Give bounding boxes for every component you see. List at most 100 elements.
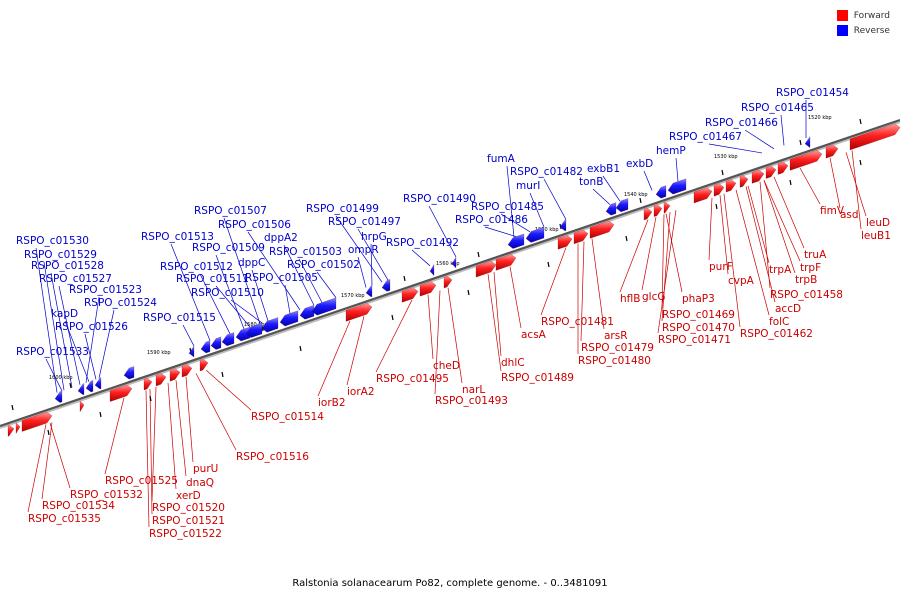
gene-arrow[interactable] [299,305,315,320]
gene-arrow[interactable] [765,165,777,179]
gene-arrow[interactable] [495,254,517,271]
gene-arrow[interactable] [804,136,811,148]
gene-arrow[interactable] [557,235,573,250]
gene-label-ched[interactable]: cheD [433,360,460,372]
gene-arrow[interactable] [85,380,94,393]
gene-arrow[interactable] [143,377,153,391]
gene-label-rspo-c01507[interactable]: RSPO_c01507 [194,205,267,217]
gene-label-rspo-c01530[interactable]: RSPO_c01530 [16,235,89,247]
gene-arrow[interactable] [475,260,497,278]
gene-label-tonb[interactable]: tonB [579,176,603,188]
gene-label-rspo-c01503[interactable]: RSPO_c01503 [269,246,342,258]
gene-label-rspo-c01466[interactable]: RSPO_c01466 [705,117,778,129]
gene-arrow[interactable] [381,279,391,292]
gene-label-dnaq[interactable]: dnaQ [186,477,214,489]
gene-label-hflb[interactable]: hflB [620,293,640,305]
gene-arrow[interactable] [54,390,63,403]
gene-arrow[interactable] [725,179,737,193]
gene-label-fuma[interactable]: fumA [487,153,516,165]
gene-arrow[interactable] [429,264,435,276]
gene-label-accd[interactable]: accD [775,303,801,315]
gene-label-dppc[interactable]: dppC [238,257,265,269]
gene-label-rspo-c01512[interactable]: RSPO_c01512 [160,261,233,273]
gene-label-folc[interactable]: folC [769,316,789,328]
gene-label-dhlc[interactable]: dhlC [501,357,525,369]
gene-label-trpf[interactable]: trpF [800,262,821,274]
gene-label-exbb1[interactable]: exbB1 [587,163,620,175]
gene-arrow[interactable] [123,366,135,380]
gene-label-rspo-c01462[interactable]: RSPO_c01462 [740,328,813,340]
gene-label-rspo-c01469[interactable]: RSPO_c01469 [662,309,735,321]
gene-label-phap3[interactable]: phaP3 [682,293,715,305]
gene-label-rspo-c01481[interactable]: RSPO_c01481 [541,316,614,328]
gene-label-rspo-c01529[interactable]: RSPO_c01529 [24,249,97,261]
gene-arrow[interactable] [15,422,21,434]
gene-label-leud[interactable]: leuD [866,217,890,229]
gene-label-rspo-c01492[interactable]: RSPO_c01492 [386,237,459,249]
gene-label-rspo-c01516[interactable]: RSPO_c01516 [236,451,309,463]
gene-arrow[interactable] [739,175,749,188]
gene-label-glcg[interactable]: glcG [642,291,666,303]
gene-label-rspo-c01495[interactable]: RSPO_c01495 [376,373,449,385]
gene-label-rspo-c01514[interactable]: RSPO_c01514 [251,411,324,423]
gene-arrow[interactable] [825,144,839,159]
gene-label-rspo-c01533[interactable]: RSPO_c01533 [16,346,89,358]
gene-arrow[interactable] [663,201,671,214]
gene-arrow[interactable] [401,287,419,303]
gene-label-rspo-c01509[interactable]: RSPO_c01509 [192,242,265,254]
gene-label-rspo-c01510[interactable]: RSPO_c01510 [191,287,264,299]
gene-label-rspo-c01511[interactable]: RSPO_c01511 [176,273,249,285]
gene-label-puru[interactable]: purU [193,463,218,475]
gene-arrow[interactable] [693,187,713,204]
gene-label-acsa[interactable]: acsA [521,329,547,341]
gene-arrow[interactable] [199,358,209,372]
gene-label-rspo-c01522[interactable]: RSPO_c01522 [149,528,222,540]
gene-label-rspo-c01524[interactable]: RSPO_c01524 [84,297,157,309]
gene-arrow[interactable] [615,198,629,212]
gene-label-trpb[interactable]: trpB [795,274,817,286]
gene-arrow[interactable] [311,297,337,316]
gene-arrow[interactable] [751,169,765,184]
gene-label-iora2[interactable]: iorA2 [347,386,375,398]
gene-arrow[interactable] [109,384,133,402]
gene-arrow[interactable] [188,345,195,358]
gene-label-rspo-c01523[interactable]: RSPO_c01523 [69,284,142,296]
gene-arrow[interactable] [777,161,789,175]
gene-label-exbd[interactable]: exbD [626,158,653,170]
gene-label-rspo-c01515[interactable]: RSPO_c01515 [143,312,216,324]
gene-label-rspo-c01470[interactable]: RSPO_c01470 [662,322,735,334]
gene-arrow[interactable] [643,207,653,221]
gene-arrow[interactable] [279,310,299,327]
gene-arrow[interactable] [605,202,617,216]
gene-label-rspo-c01493[interactable]: RSPO_c01493 [435,395,508,407]
gene-label-rspo-c01490[interactable]: RSPO_c01490 [403,193,476,205]
gene-label-rspo-c01502[interactable]: RSPO_c01502 [287,259,360,271]
gene-arrow[interactable] [365,285,373,297]
gene-label-rspo-c01534[interactable]: RSPO_c01534 [42,500,115,512]
gene-arrow[interactable] [181,364,193,378]
gene-label-rspo-c01499[interactable]: RSPO_c01499 [306,203,379,215]
gene-label-rspo-c01479[interactable]: RSPO_c01479 [581,342,654,354]
gene-arrow[interactable] [419,281,437,297]
gene-label-rspo-c01497[interactable]: RSPO_c01497 [328,216,401,228]
gene-arrow[interactable] [21,411,53,432]
gene-arrow[interactable] [221,332,235,346]
gene-label-fimv[interactable]: fimV [820,205,845,217]
gene-label-cvpa[interactable]: cvpA [728,275,755,287]
gene-label-muri[interactable]: murI [516,180,540,192]
gene-label-hemp[interactable]: hemP [656,145,686,157]
gene-label-purf[interactable]: purF [709,261,733,273]
gene-label-rspo-c01527[interactable]: RSPO_c01527 [39,273,112,285]
gene-arrow[interactable] [713,183,725,197]
gene-label-hrpg[interactable]: hrpG [361,231,387,243]
gene-label-rspo-c01458[interactable]: RSPO_c01458 [770,289,843,301]
gene-label-trua[interactable]: truA [804,249,827,261]
gene-arrow[interactable] [261,317,279,333]
gene-label-trpa[interactable]: trpA [769,264,792,276]
gene-label-rspo-c01482[interactable]: RSPO_c01482 [510,166,583,178]
gene-label-xerd[interactable]: xerD [176,490,201,502]
gene-label-rspo-c01486[interactable]: RSPO_c01486 [455,214,528,226]
gene-label-narl[interactable]: narL [462,384,485,396]
gene-label-rspo-c01535[interactable]: RSPO_c01535 [28,513,101,525]
